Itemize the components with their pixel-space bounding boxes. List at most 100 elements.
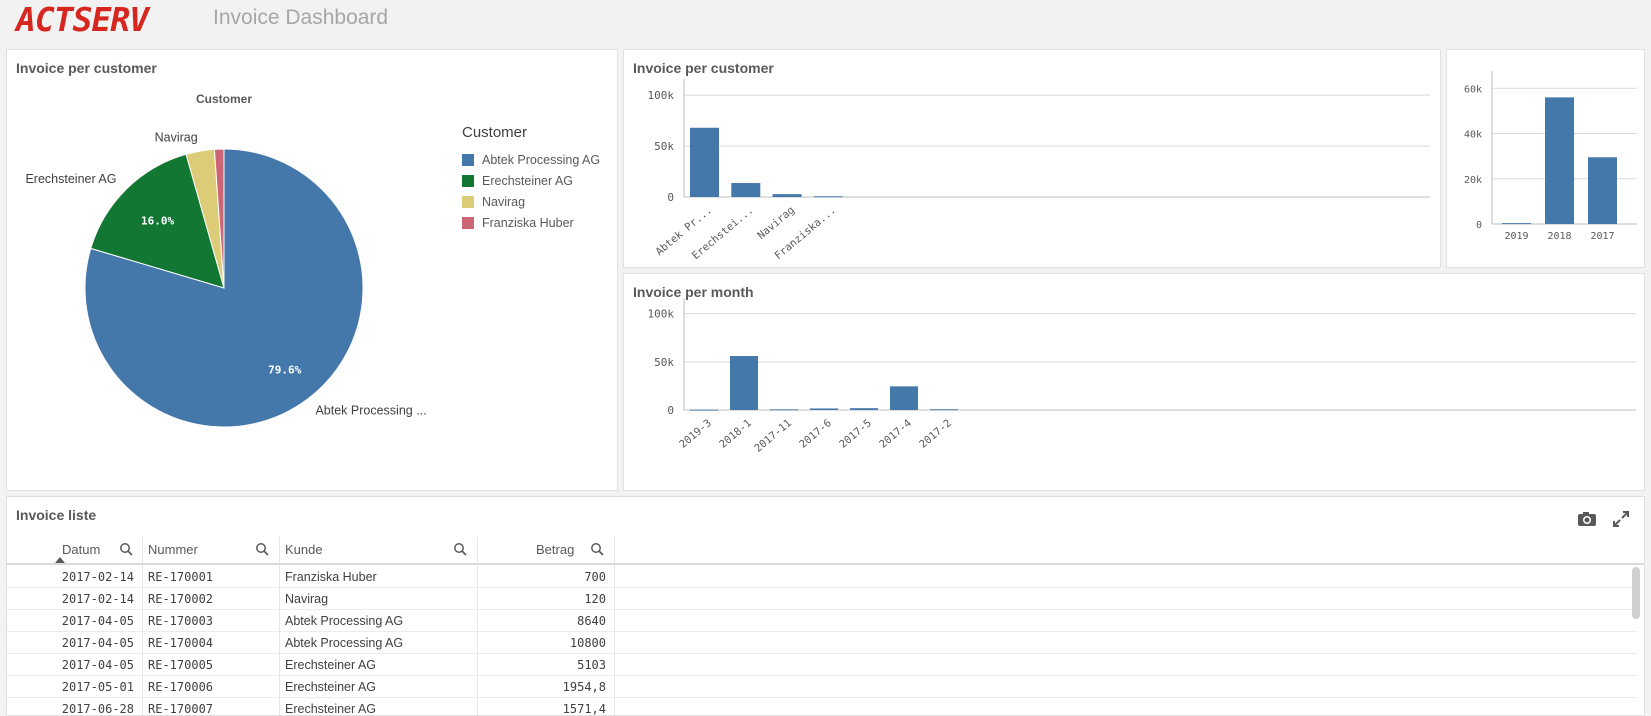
- y-tick-label: 50k: [654, 356, 674, 369]
- bar[interactable]: [690, 409, 718, 411]
- y-tick-label: 0: [667, 191, 674, 204]
- legend-title: Customer: [462, 124, 528, 141]
- cell-datum[interactable]: 2017-02-14: [7, 566, 143, 588]
- column-header-kunde[interactable]: Kunde: [280, 537, 478, 563]
- cell-nummer[interactable]: RE-170002: [143, 588, 280, 610]
- pie-value-label: 16.0%: [141, 215, 174, 228]
- x-tick-label: 2017-2: [917, 417, 954, 451]
- pie-chart-panel[interactable]: Invoice per customer Customer 79.6% Abtek …: [6, 49, 618, 491]
- cell-nummer[interactable]: RE-170003: [143, 610, 280, 632]
- bar-chart-year[interactable]: 0 20k 40k 60k 2019 2018 2017: [1447, 50, 1645, 268]
- cell-datum[interactable]: 2017-04-05: [7, 610, 143, 632]
- bar[interactable]: [730, 356, 758, 410]
- bar[interactable]: [930, 409, 958, 411]
- page-title: Invoice Dashboard: [213, 6, 389, 29]
- pie-legend: Customer Abtek Processing AG Erechsteiner…: [462, 124, 600, 233]
- cell-betrag[interactable]: 10800: [478, 632, 615, 654]
- cell-kunde[interactable]: Erechsteiner AG: [280, 676, 478, 698]
- svg-text:ACTSERV: ACTSERV: [14, 0, 151, 39]
- bar[interactable]: [813, 196, 843, 198]
- bar[interactable]: [890, 386, 918, 410]
- cell-datum[interactable]: 2017-05-01: [7, 676, 143, 698]
- legend-item[interactable]: Erechsteiner AG: [462, 170, 600, 191]
- table-row[interactable]: 2017-02-14 RE-170001 Franziska Huber 700: [7, 566, 1637, 588]
- bar[interactable]: [690, 127, 719, 197]
- column-header-betrag[interactable]: Betrag: [478, 537, 615, 563]
- scrollbar-track[interactable]: [1632, 567, 1640, 715]
- panel-title: Invoice per customer: [633, 60, 774, 76]
- cell-nummer[interactable]: RE-170005: [143, 654, 280, 676]
- legend-item[interactable]: Franziska Huber: [462, 212, 600, 233]
- bar[interactable]: [1545, 97, 1574, 224]
- camera-icon[interactable]: [1577, 511, 1597, 527]
- cell-kunde[interactable]: Abtek Processing AG: [280, 632, 478, 654]
- column-header-datum[interactable]: Datum: [7, 537, 143, 563]
- table-row[interactable]: 2017-05-01 RE-170006 Erechsteiner AG 1954,8: [7, 676, 1637, 698]
- cell-kunde[interactable]: Erechsteiner AG: [280, 698, 478, 715]
- x-tick-label: 2018: [1547, 231, 1571, 242]
- legend-item[interactable]: Abtek Processing AG: [462, 149, 600, 170]
- table-row[interactable]: 2017-02-14 RE-170002 Navirag 120: [7, 588, 1637, 610]
- bar-year-panel[interactable]: 0 20k 40k 60k 2019 2018 2017: [1446, 49, 1645, 268]
- search-icon[interactable]: [119, 542, 133, 556]
- pie-slice[interactable]: [213, 148, 225, 289]
- cell-betrag[interactable]: 1571,4: [478, 698, 615, 715]
- table-row[interactable]: 2017-04-05 RE-170004 Abtek Processing AG 10…: [7, 632, 1637, 654]
- cell-betrag[interactable]: 5103: [478, 654, 615, 676]
- cell-nummer[interactable]: RE-170007: [143, 698, 280, 715]
- cell-nummer[interactable]: RE-170006: [143, 676, 280, 698]
- bar[interactable]: [772, 194, 802, 197]
- bar[interactable]: [1502, 223, 1531, 225]
- cell-kunde[interactable]: Navirag: [280, 588, 478, 610]
- cell-nummer[interactable]: RE-170004: [143, 632, 280, 654]
- cell-betrag[interactable]: 1954,8: [478, 676, 615, 698]
- cell-betrag[interactable]: 120: [478, 588, 615, 610]
- panel-title: Invoice per customer: [16, 60, 157, 76]
- legend-label: Franziska Huber: [482, 215, 574, 230]
- column-header-nummer[interactable]: Nummer: [143, 537, 280, 563]
- x-tick-label: 2017: [1590, 231, 1614, 242]
- invoice-table-panel[interactable]: Invoice liste Datum Nummer K: [6, 496, 1645, 716]
- cell-betrag[interactable]: 8640: [478, 610, 615, 632]
- expand-icon[interactable]: [1612, 510, 1630, 528]
- x-tick-label: 2019-3: [677, 417, 714, 451]
- cell-kunde[interactable]: Erechsteiner AG: [280, 654, 478, 676]
- table-row[interactable]: 2017-06-28 RE-170007 Erechsteiner AG 1571,4: [7, 698, 1637, 715]
- bar[interactable]: [850, 408, 878, 410]
- search-icon[interactable]: [453, 542, 467, 556]
- cell-kunde[interactable]: Abtek Processing AG: [280, 610, 478, 632]
- table-row[interactable]: 2017-04-05 RE-170003 Abtek Processing AG 86…: [7, 610, 1637, 632]
- bar[interactable]: [731, 183, 761, 197]
- cell-betrag[interactable]: 700: [478, 566, 615, 588]
- legend-label: Abtek Processing AG: [482, 152, 601, 167]
- cell-datum[interactable]: 2017-04-05: [7, 632, 143, 654]
- app-header: ACTSERV Invoice Dashboard: [0, 0, 1651, 44]
- cell-kunde[interactable]: Franziska Huber: [280, 566, 478, 588]
- bar[interactable]: [770, 409, 798, 411]
- search-icon[interactable]: [590, 542, 604, 556]
- pie-slice[interactable]: [84, 148, 364, 428]
- y-tick-label: 0: [1476, 220, 1482, 231]
- cell-datum[interactable]: 2017-02-14: [7, 588, 143, 610]
- legend-swatch: [462, 216, 474, 229]
- bar[interactable]: [810, 408, 838, 410]
- cell-datum[interactable]: 2017-04-05: [7, 654, 143, 676]
- table-row[interactable]: 2017-04-05 RE-170005 Erechsteiner AG 5103: [7, 654, 1637, 676]
- legend-item[interactable]: Navirag: [462, 191, 600, 212]
- pie-slice[interactable]: [90, 153, 225, 289]
- panel-title: Invoice per month: [633, 284, 754, 300]
- y-tick-label: 20k: [1464, 175, 1482, 186]
- pie-chart[interactable]: Customer 79.6% Abtek Processing ... 16.0% Er…: [7, 50, 618, 491]
- bar-month-panel[interactable]: Invoice per month 0 50k 100k 2019-3 2018-1 20…: [623, 273, 1645, 491]
- search-icon[interactable]: [255, 542, 269, 556]
- scrollbar-thumb[interactable]: [1632, 567, 1640, 619]
- cell-nummer[interactable]: RE-170001: [143, 566, 280, 588]
- cell-datum[interactable]: 2017-06-28: [7, 698, 143, 715]
- x-tick-label: 2017-4: [877, 417, 914, 451]
- bar-customer-panel[interactable]: Invoice per customer 0 50k 100k Abtek Pr...…: [623, 49, 1441, 268]
- x-tick-label: 2017-6: [797, 417, 834, 451]
- bar[interactable]: [1588, 157, 1617, 224]
- x-tick-label: 2019: [1504, 231, 1528, 242]
